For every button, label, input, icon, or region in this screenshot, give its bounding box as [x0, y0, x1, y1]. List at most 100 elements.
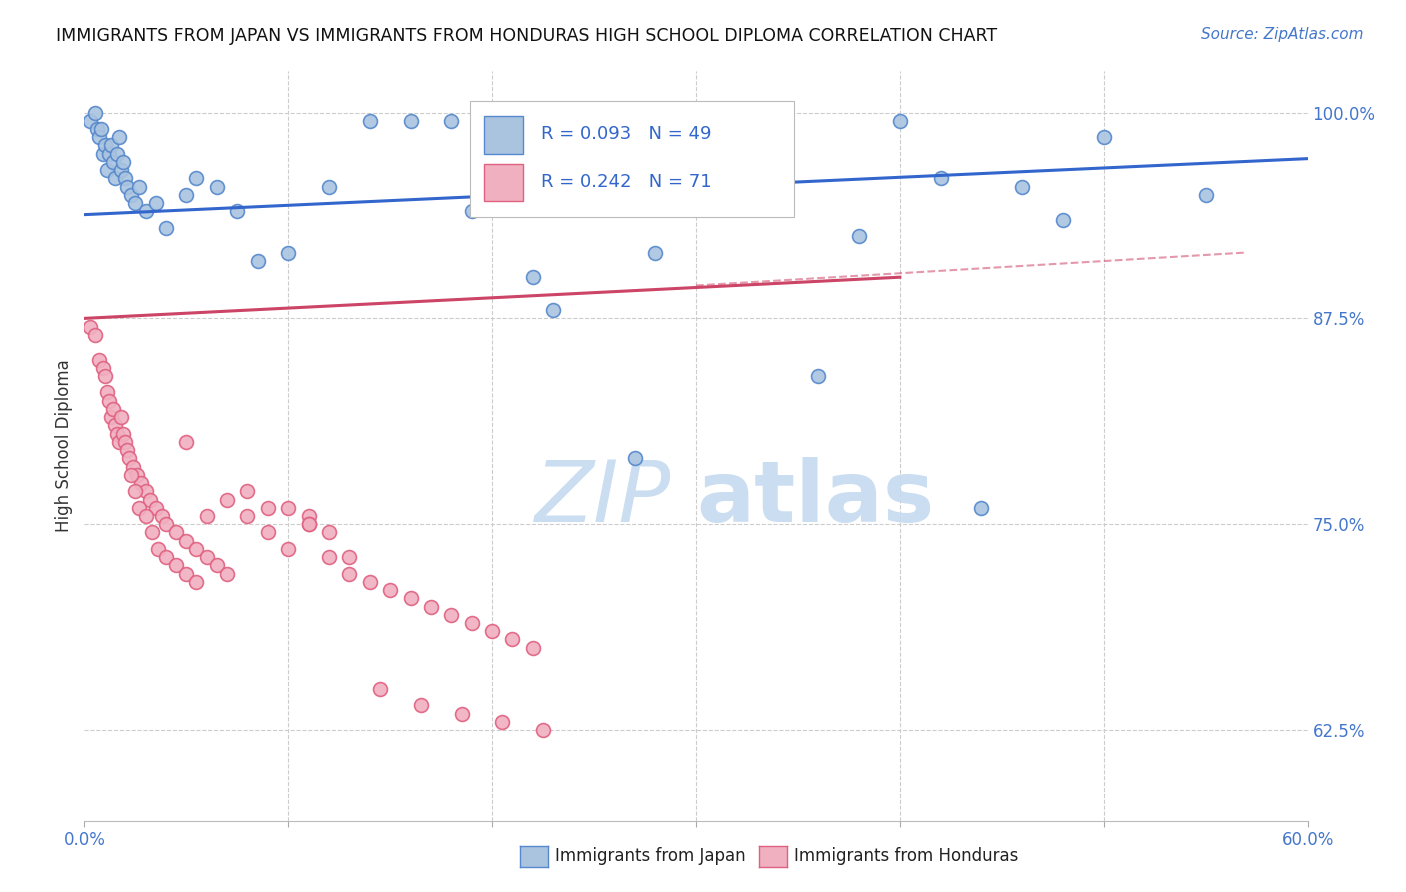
Point [174, 187, 197, 202]
Point [236, 484, 259, 499]
Point [146, 541, 169, 556]
Y-axis label: High School Diploma: High School Diploma [55, 359, 73, 533]
Point [108, 434, 131, 449]
Point [135, 204, 157, 219]
Point [127, 467, 149, 482]
Point [298, 508, 321, 523]
Point [155, 220, 177, 235]
Point [1052, 212, 1074, 227]
Point [257, 525, 280, 540]
Point [128, 179, 150, 194]
Point [141, 525, 163, 540]
Point [97, 146, 120, 161]
Point [277, 541, 299, 556]
Point [217, 492, 239, 507]
Point [128, 500, 150, 515]
Point [502, 632, 524, 647]
Point [195, 508, 218, 523]
Point [86, 122, 108, 136]
Point [87, 352, 110, 367]
Point [409, 698, 432, 713]
Point [970, 500, 993, 515]
Point [101, 401, 124, 416]
Point [205, 179, 228, 194]
Point [96, 163, 118, 178]
Point [165, 525, 187, 540]
Point [339, 566, 361, 581]
Point [124, 484, 146, 499]
Point [531, 723, 554, 737]
Point [100, 410, 122, 425]
Point [112, 426, 135, 441]
Point [90, 122, 112, 136]
Text: ZIP: ZIP [536, 457, 672, 540]
Point [277, 245, 299, 260]
Point [165, 558, 187, 573]
Point [115, 179, 138, 194]
Point [491, 714, 513, 729]
Point [104, 418, 127, 433]
Point [96, 385, 118, 400]
Point [217, 566, 239, 581]
Point [848, 229, 870, 244]
Point [174, 434, 197, 449]
Point [339, 550, 361, 565]
Point [186, 574, 208, 589]
Point [79, 113, 101, 128]
Point [100, 138, 122, 153]
Text: Immigrants from Japan: Immigrants from Japan [555, 847, 747, 865]
Point [807, 369, 830, 384]
Point [138, 492, 160, 507]
Point [135, 484, 157, 499]
Point [1092, 130, 1115, 145]
Text: atlas: atlas [696, 457, 934, 540]
Point [122, 459, 145, 474]
Point [644, 245, 666, 260]
Point [145, 500, 167, 515]
Point [277, 500, 299, 515]
Point [380, 583, 402, 598]
Point [174, 566, 197, 581]
Text: Source: ZipAtlas.com: Source: ZipAtlas.com [1201, 27, 1364, 42]
Point [110, 163, 132, 178]
Point [120, 467, 142, 482]
Point [91, 360, 114, 375]
Point [108, 130, 131, 145]
Point [522, 640, 544, 655]
Point [150, 508, 173, 523]
Point [257, 500, 280, 515]
Point [889, 113, 911, 128]
Point [205, 558, 228, 573]
Point [226, 204, 249, 219]
Point [1195, 187, 1218, 202]
Point [246, 253, 269, 268]
Point [93, 138, 115, 153]
Point [461, 615, 484, 630]
Text: IMMIGRANTS FROM JAPAN VS IMMIGRANTS FROM HONDURAS HIGH SCHOOL DIPLOMA CORRELATIO: IMMIGRANTS FROM JAPAN VS IMMIGRANTS FROM… [56, 27, 997, 45]
Point [101, 155, 124, 169]
Point [83, 105, 105, 120]
Point [155, 550, 177, 565]
Point [624, 451, 647, 466]
Point [79, 319, 101, 334]
Point [318, 550, 340, 565]
Point [522, 270, 544, 285]
Point [105, 146, 128, 161]
Point [97, 393, 120, 408]
Point [461, 204, 484, 219]
Point [104, 171, 127, 186]
Point [440, 113, 463, 128]
Point [368, 681, 391, 696]
Point [145, 196, 167, 211]
Point [359, 574, 381, 589]
Point [186, 171, 208, 186]
Point [1011, 179, 1033, 194]
Text: R = 0.242   N = 71: R = 0.242 N = 71 [541, 172, 711, 191]
Point [236, 508, 259, 523]
Point [155, 517, 177, 532]
Point [450, 706, 472, 721]
Bar [484, 163, 523, 201]
Point [929, 171, 952, 186]
Point [195, 550, 218, 565]
Point [186, 541, 208, 556]
